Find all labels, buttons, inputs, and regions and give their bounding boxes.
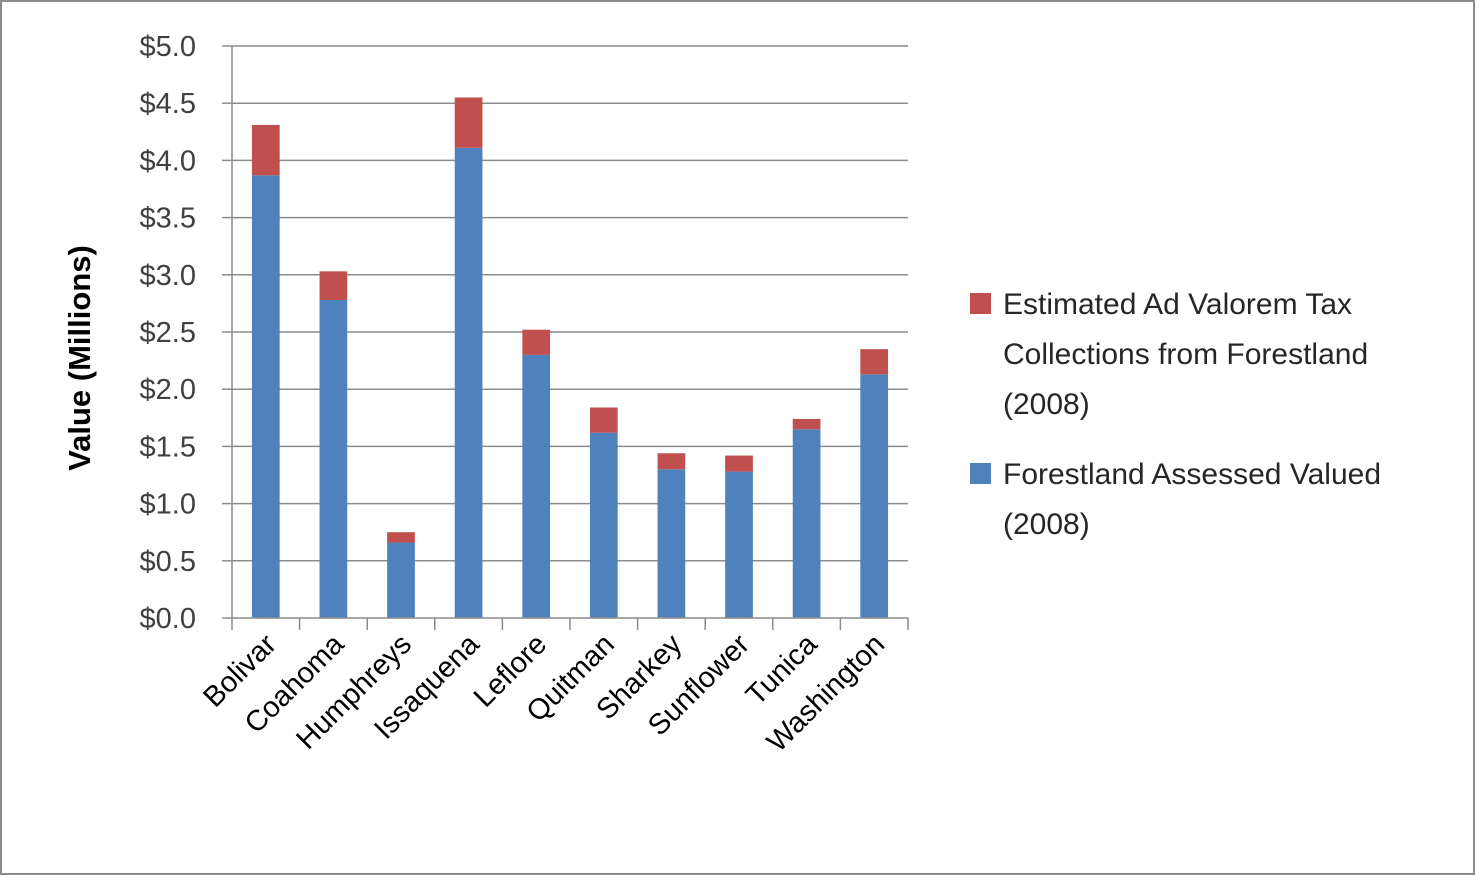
legend-label: (2008): [1003, 508, 1090, 541]
bar-washington-series-1: [860, 374, 889, 618]
bar-sunflower-series-1: [725, 471, 753, 618]
y-tick-label: $2.5: [140, 317, 196, 349]
axes: [231, 46, 909, 630]
legend-label: Collections from Forestland: [1003, 338, 1368, 371]
y-tick-label: $4.0: [140, 145, 196, 177]
legend-label: (2008): [1003, 388, 1090, 421]
bar-washington-series-2: [860, 349, 889, 375]
bar-tunica-series-1: [792, 429, 821, 618]
y-tick-label: $1.5: [140, 431, 196, 463]
legend-label: Forestland Assessed Valued: [1003, 458, 1381, 491]
bar-leflore-series-2: [522, 329, 551, 355]
bar-bolivar-series-1: [251, 175, 280, 618]
bar-tunica-series-2: [792, 418, 821, 430]
y-tick-label: $3.0: [140, 260, 196, 292]
y-tick-label: $0.0: [140, 603, 196, 635]
bar-coahoma-series-1: [319, 299, 348, 618]
bars: [251, 97, 889, 619]
y-tick-labels: $0.0 $0.5 $1.0 $1.5 $2.0 $2.5 $3.0 $3.5 $4.0 $4.5…: [140, 31, 196, 635]
y-axis-label: Value (Millions): [62, 245, 97, 471]
bar-humphreys-series-1: [387, 542, 415, 618]
bar-sharkey-series-1: [657, 469, 686, 618]
legend-swatch: [970, 293, 991, 314]
bar-coahoma-series-2: [319, 271, 348, 300]
bar-quitman-series-2: [589, 407, 618, 433]
y-tick-label: $2.0: [140, 374, 196, 406]
bar-bolivar-series-2: [251, 124, 280, 176]
y-tick-label: $4.5: [140, 88, 196, 120]
y-tick-label: $0.5: [140, 546, 196, 578]
bar-sharkey-series-2: [657, 453, 686, 470]
legend-swatch: [970, 463, 991, 484]
bar-sunflower-series-2: [725, 455, 753, 472]
y-tick-label: $3.5: [140, 203, 196, 235]
bar-humphreys-series-2: [387, 532, 415, 543]
y-tick-label: $1.0: [140, 489, 196, 521]
bar-issaquena-series-2: [454, 97, 483, 148]
legend: Estimated Ad Valorem Tax Collections from…: [970, 288, 1381, 541]
x-tick-labels: BolivarCoahomaHumphreysIssaquenaLefloreQ…: [197, 628, 891, 759]
y-tick-label: $5.0: [140, 31, 196, 63]
bar-quitman-series-1: [589, 432, 618, 618]
legend-label: Estimated Ad Valorem Tax: [1003, 288, 1352, 321]
bar-issaquena-series-1: [454, 147, 483, 619]
bar-leflore-series-1: [522, 354, 551, 618]
